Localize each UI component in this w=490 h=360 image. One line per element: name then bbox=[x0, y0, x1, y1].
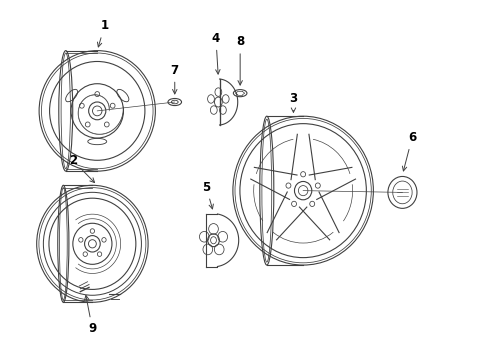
Text: 7: 7 bbox=[171, 64, 179, 94]
Text: 3: 3 bbox=[290, 92, 297, 112]
Text: 9: 9 bbox=[85, 296, 97, 336]
Text: 2: 2 bbox=[69, 154, 95, 183]
Text: 1: 1 bbox=[98, 19, 109, 47]
Text: 6: 6 bbox=[402, 131, 416, 171]
Text: 8: 8 bbox=[236, 35, 245, 85]
Text: 5: 5 bbox=[202, 181, 213, 209]
Text: 4: 4 bbox=[212, 32, 220, 74]
